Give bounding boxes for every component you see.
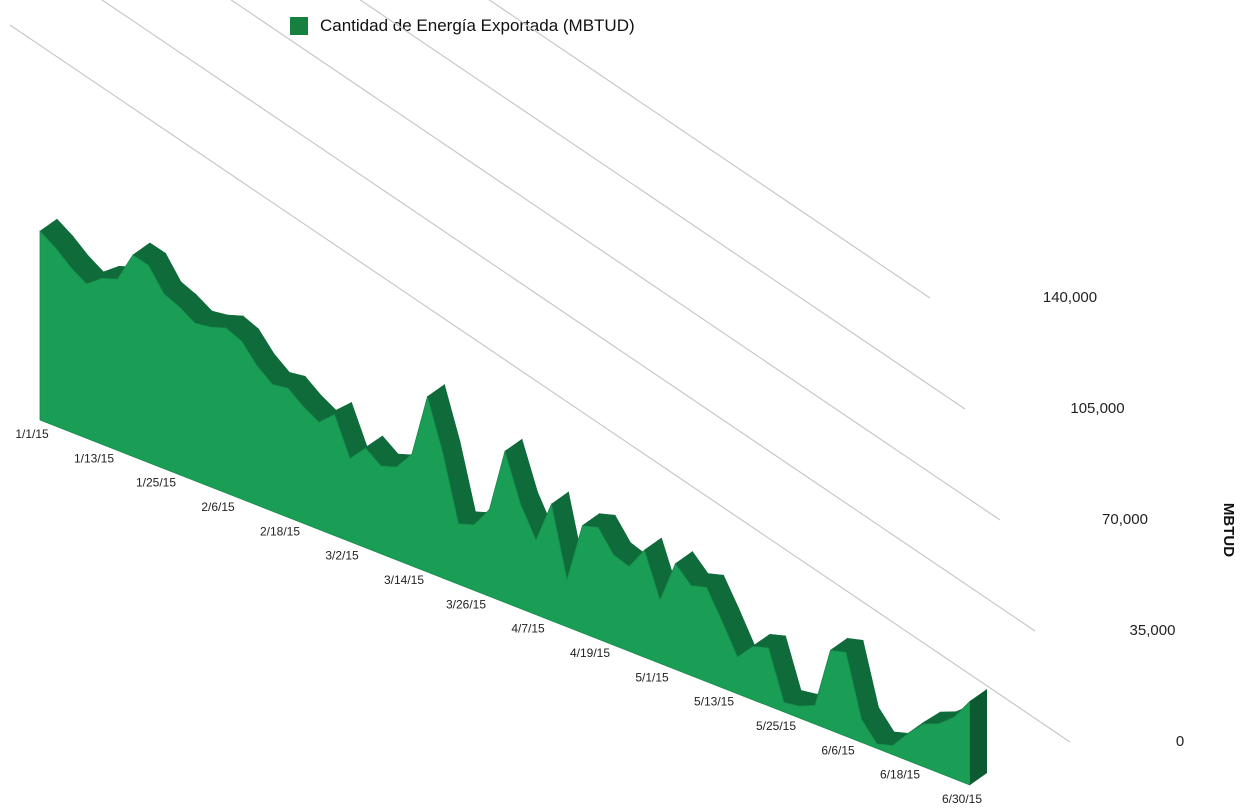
data-area <box>39 218 988 786</box>
y-axis-ticks: 0 35,000 70,000 105,000 140,000 <box>1043 289 1184 750</box>
x-tick-label: 3/26/15 <box>446 597 486 611</box>
gridline <box>9 24 1071 743</box>
gridline <box>488 0 931 299</box>
y-tick-label: 0 <box>1176 733 1184 750</box>
area-front-face <box>39 230 971 786</box>
legend-label: Cantidad de Energía Exportada (MBTUD) <box>320 16 635 35</box>
x-tick-label: 1/25/15 <box>136 476 176 490</box>
y-axis-title: MBTUD <box>1220 503 1237 557</box>
chart-legend: Cantidad de Energía Exportada (MBTUD) <box>290 16 635 36</box>
x-tick-label: 2/18/15 <box>260 524 300 538</box>
x-tick-label: 1/1/15 <box>15 427 49 441</box>
y-tick-label: 35,000 <box>1130 622 1176 639</box>
x-tick-label: 1/13/15 <box>74 451 114 465</box>
x-tick-label: 5/13/15 <box>694 695 734 709</box>
gridline <box>359 0 966 410</box>
x-tick-label: 3/2/15 <box>325 549 359 563</box>
x-tick-label: 3/14/15 <box>384 573 424 587</box>
x-tick-label: 4/7/15 <box>511 622 545 636</box>
x-axis-ticks: 1/1/15 1/13/15 1/25/15 2/6/15 2/18/15 3/2/15 3… <box>15 427 982 806</box>
area-end-cap <box>970 689 987 785</box>
y-tick-label: 70,000 <box>1102 511 1148 528</box>
x-tick-label: 6/30/15 <box>942 792 982 806</box>
gridlines <box>9 0 1071 743</box>
x-tick-label: 2/6/15 <box>201 500 235 514</box>
gridline <box>230 0 1001 521</box>
x-tick-label: 5/25/15 <box>756 719 796 733</box>
y-tick-label: 105,000 <box>1070 400 1124 417</box>
x-tick-label: 6/6/15 <box>821 743 855 757</box>
y-tick-label: 140,000 <box>1043 289 1097 306</box>
gridline <box>101 0 1036 632</box>
x-tick-label: 4/19/15 <box>570 646 610 660</box>
x-tick-label: 6/18/15 <box>880 768 920 782</box>
legend-swatch <box>290 17 308 35</box>
x-tick-label: 5/1/15 <box>635 670 669 684</box>
